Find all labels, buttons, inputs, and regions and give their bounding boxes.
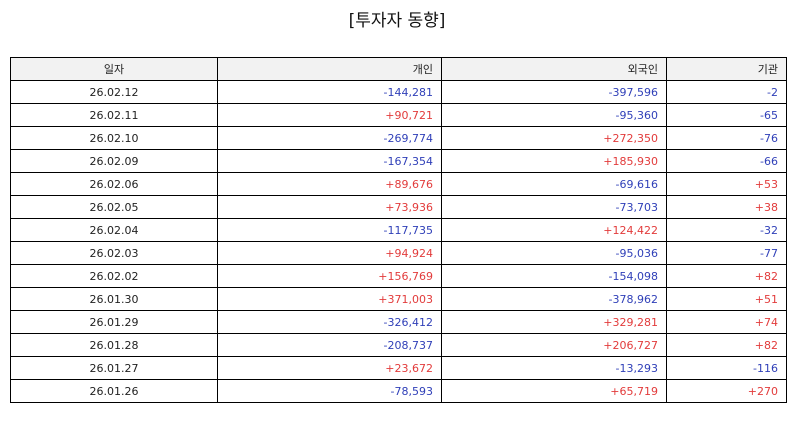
cell-institution: -77	[666, 241, 787, 265]
table-row: 26.02.11 +90,721 -95,360 -65	[10, 103, 787, 127]
cell-foreign: +272,350	[441, 126, 667, 150]
cell-foreign: +65,719	[441, 379, 667, 403]
cell-foreign: -73,703	[441, 195, 667, 219]
cell-date: 26.01.26	[10, 379, 218, 403]
cell-individual: +94,924	[217, 241, 442, 265]
cell-individual: +371,003	[217, 287, 442, 311]
cell-date: 26.02.10	[10, 126, 218, 150]
cell-date: 26.02.09	[10, 149, 218, 173]
cell-individual: +156,769	[217, 264, 442, 288]
cell-institution: -76	[666, 126, 787, 150]
column-header-institution: 기관	[666, 57, 787, 81]
cell-date: 26.01.27	[10, 356, 218, 380]
cell-date: 26.01.30	[10, 287, 218, 311]
cell-date: 26.02.11	[10, 103, 218, 127]
table-row: 26.02.10 -269,774 +272,350 -76	[10, 126, 787, 150]
table-row: 26.01.28 -208,737 +206,727 +82	[10, 333, 787, 357]
cell-institution: -2	[666, 80, 787, 104]
cell-date: 26.02.12	[10, 80, 218, 104]
cell-individual: -144,281	[217, 80, 442, 104]
cell-foreign: -69,616	[441, 172, 667, 196]
table-row: 26.01.26 -78,593 +65,719 +270	[10, 379, 787, 403]
column-header-foreign: 외국인	[441, 57, 667, 81]
table-row: 26.02.06 +89,676 -69,616 +53	[10, 172, 787, 196]
column-header-date: 일자	[10, 57, 218, 81]
table-row: 26.02.12 -144,281 -397,596 -2	[10, 80, 787, 104]
table-row: 26.02.03 +94,924 -95,036 -77	[10, 241, 787, 265]
cell-individual: -208,737	[217, 333, 442, 357]
cell-foreign: -397,596	[441, 80, 667, 104]
cell-individual: +89,676	[217, 172, 442, 196]
cell-foreign: -13,293	[441, 356, 667, 380]
cell-institution: -32	[666, 218, 787, 242]
cell-institution: +51	[666, 287, 787, 311]
column-header-individual: 개인	[217, 57, 442, 81]
cell-foreign: +185,930	[441, 149, 667, 173]
table-row: 26.02.05 +73,936 -73,703 +38	[10, 195, 787, 219]
cell-individual: +73,936	[217, 195, 442, 219]
cell-date: 26.02.06	[10, 172, 218, 196]
cell-institution: +82	[666, 264, 787, 288]
cell-foreign: -95,360	[441, 103, 667, 127]
cell-institution: -116	[666, 356, 787, 380]
cell-institution: +53	[666, 172, 787, 196]
cell-institution: -66	[666, 149, 787, 173]
investor-trend-table: 일자 개인 외국인 기관 26.02.12 -144,281 -397,596 -2 2…	[10, 57, 787, 403]
cell-institution: +270	[666, 379, 787, 403]
cell-date: 26.01.28	[10, 333, 218, 357]
table-row: 26.02.04 -117,735 +124,422 -32	[10, 218, 787, 242]
page-title: [투자자 동향]	[348, 11, 446, 31]
table-row: 26.01.29 -326,412 +329,281 +74	[10, 310, 787, 334]
cell-institution: +74	[666, 310, 787, 334]
cell-foreign: -378,962	[441, 287, 667, 311]
cell-institution: +38	[666, 195, 787, 219]
table-header-row: 일자 개인 외국인 기관	[10, 57, 787, 81]
cell-individual: -78,593	[217, 379, 442, 403]
cell-foreign: -95,036	[441, 241, 667, 265]
cell-individual: -269,774	[217, 126, 442, 150]
cell-foreign: +329,281	[441, 310, 667, 334]
table-row: 26.01.30 +371,003 -378,962 +51	[10, 287, 787, 311]
cell-date: 26.01.29	[10, 310, 218, 334]
cell-individual: -117,735	[217, 218, 442, 242]
cell-date: 26.02.02	[10, 264, 218, 288]
cell-foreign: +206,727	[441, 333, 667, 357]
cell-individual: +90,721	[217, 103, 442, 127]
cell-individual: -326,412	[217, 310, 442, 334]
cell-individual: -167,354	[217, 149, 442, 173]
cell-date: 26.02.05	[10, 195, 218, 219]
table-row: 26.02.09 -167,354 +185,930 -66	[10, 149, 787, 173]
cell-institution: -65	[666, 103, 787, 127]
cell-foreign: +124,422	[441, 218, 667, 242]
cell-date: 26.02.03	[10, 241, 218, 265]
cell-individual: +23,672	[217, 356, 442, 380]
table-row: 26.02.02 +156,769 -154,098 +82	[10, 264, 787, 288]
table-row: 26.01.27 +23,672 -13,293 -116	[10, 356, 787, 380]
cell-institution: +82	[666, 333, 787, 357]
cell-foreign: -154,098	[441, 264, 667, 288]
cell-date: 26.02.04	[10, 218, 218, 242]
